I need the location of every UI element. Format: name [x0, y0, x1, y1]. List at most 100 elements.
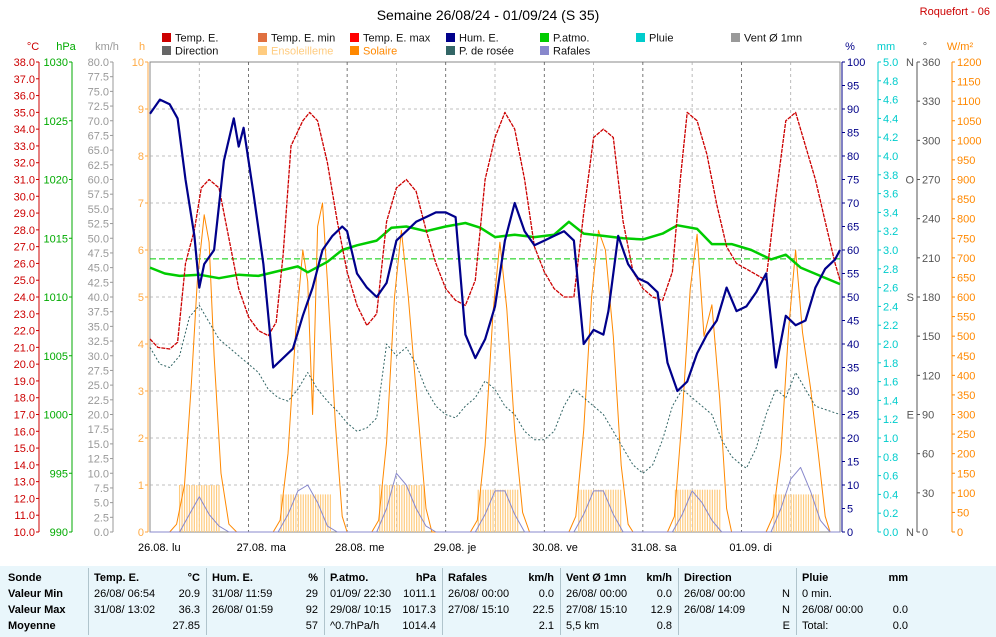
x-tick-date: 27.08.	[237, 542, 268, 554]
axis-tick-label: 270	[922, 175, 940, 187]
axis-tick-label: 19.0	[14, 376, 35, 388]
axis-tick-label: 450	[957, 351, 975, 363]
x-tick-day: di	[763, 542, 772, 554]
stats-value: 27.85	[172, 620, 200, 632]
axis-tick-label: 1.0	[883, 433, 898, 445]
axis-tick-label: 52.5	[88, 219, 109, 231]
x-tick-date: 01.09.	[729, 542, 760, 554]
axis-tick-label: 350	[957, 390, 975, 402]
axis-tick-label: 13.0	[14, 477, 35, 489]
legend-label: Hum. E.	[459, 33, 499, 45]
x-tick-date: 30.08.	[532, 542, 563, 554]
statistics-table: Sonde Valeur Min Valeur Max Moyenne Temp…	[0, 566, 996, 637]
legend-label: Temp. E. min	[271, 33, 335, 45]
series-temp-e	[149, 111, 841, 350]
axis-tick-label: 12.5	[88, 454, 109, 466]
axis-tick-label: 1020	[44, 175, 68, 187]
stats-timestamp: ^0.7hPa/h	[330, 620, 380, 632]
axis-tick-label: 330	[922, 96, 940, 108]
axis-unit-label: °C	[27, 41, 39, 53]
axis-tick-label: 650	[957, 272, 975, 284]
stats-unit: km/h	[646, 572, 672, 584]
axis-tick-label: 2.8	[883, 264, 898, 276]
axis-tick-label: 1	[138, 480, 144, 492]
axis-tick-label: 1150	[957, 77, 981, 89]
stats-timestamp: 31/08/ 13:02	[94, 604, 156, 616]
axis-tick-label: 25.0	[88, 380, 109, 392]
axis-tick-label: 20.0	[14, 359, 35, 371]
axis-tick-label: 50	[847, 292, 859, 304]
axis-tick-label: 1.4	[883, 395, 898, 407]
x-axis-labels: 26.08. lu 27.08. ma 28.08. me 29.08. je 30.08. ve…	[138, 542, 772, 554]
axis-unit-label: hPa	[56, 41, 76, 53]
axis-unit-label: mm	[877, 41, 895, 53]
axis-tick-label: 80.0	[88, 57, 109, 69]
axis-tick-label: 1000	[44, 410, 68, 422]
axis-tick-label: 3.8	[883, 170, 898, 182]
axis-tick-label: 30.0	[14, 191, 35, 203]
stats-row-label: Moyenne	[8, 620, 56, 632]
axis-tick-label: 38.0	[14, 57, 35, 69]
axis-tick-label: 57.5	[88, 189, 109, 201]
axis-tick-label: 10.0	[14, 527, 35, 539]
stats-column-sonde: Sonde Valeur Min Valeur Max Moyenne	[0, 566, 88, 637]
stats-header-sonde: Sonde	[8, 572, 42, 584]
chart-legend: Temp. E. Temp. E. min Temp. E. max Hum. E. P…	[162, 33, 802, 58]
legend-label: Ensoleilleme	[271, 46, 333, 58]
axis-unit-label: h	[139, 41, 145, 53]
axis-tick-label: 3.0	[883, 245, 898, 257]
axis-tick-label: 100	[847, 57, 865, 69]
stats-timestamp: 29/08/ 10:15	[330, 604, 392, 616]
stats-value: 20.9	[178, 588, 200, 600]
series-rafales	[150, 466, 840, 533]
axis-tick-label: 1.8	[883, 358, 898, 370]
axis-tick-label: 55	[847, 269, 859, 281]
axis-tick-label: 240	[922, 214, 940, 226]
legend-swatch	[258, 33, 267, 42]
axis-tick-label: 20	[847, 433, 859, 445]
axis-tick-label: 60	[847, 245, 859, 257]
axis-tick-label: 100	[957, 488, 975, 500]
stats-value: 29	[305, 588, 318, 600]
stats-timestamp: 5,5 km	[566, 620, 600, 632]
axis-tick-label: 10	[847, 480, 859, 492]
axis-tick-label: 32.0	[14, 158, 35, 170]
stats-column-gust: Rafales km/h 26/08/ 00:00 0.0 27/08/ 15:10 22…	[442, 566, 560, 637]
stats-timestamp: 31/08/ 11:59	[212, 588, 273, 600]
station-label: Roquefort - 06	[920, 6, 990, 18]
axis-tick-label: 90	[847, 104, 859, 116]
axis-tick-label: 67.5	[88, 130, 109, 142]
x-tick-day: lu	[172, 542, 181, 554]
stats-row-label: Valeur Max	[8, 604, 66, 616]
legend-swatch	[162, 33, 171, 42]
axis-tick-label: 5	[847, 504, 853, 516]
axis-tick-label: 75	[847, 175, 859, 187]
stats-value: N	[782, 588, 790, 600]
x-tick-day: sa	[665, 542, 678, 554]
axis-tick-label: 1030	[44, 57, 68, 69]
axis-tick-label: 0.0	[883, 527, 898, 539]
axis-tick-label: 0.0	[94, 527, 109, 539]
axis-tick-label: 65.0	[88, 145, 109, 157]
axis-tick-label: 45	[847, 316, 859, 328]
legend-label: P. de rosée	[459, 46, 514, 58]
stats-value: 22.5	[532, 604, 554, 616]
axis-tick-label: 27.0	[14, 242, 35, 254]
axis-tick-label: 95	[847, 81, 859, 93]
legend-label: Direction	[175, 46, 218, 58]
axis-tick-label: 70.0	[88, 116, 109, 128]
stats-value: 0.0	[892, 604, 908, 616]
stats-header: Pluie	[802, 572, 829, 584]
axis-cardinal-label: E	[907, 410, 914, 422]
stats-value: 0.0	[538, 588, 554, 600]
axis-tick-label: 3	[138, 386, 144, 398]
axis-tick-label: 42.5	[88, 277, 109, 289]
axis-tick-label: 550	[957, 312, 975, 324]
legend-swatch	[350, 46, 359, 55]
axis-tick-label: 12.0	[14, 493, 35, 505]
axis-tick-label: 150	[922, 331, 940, 343]
stats-header: Hum. E.	[212, 572, 253, 584]
axis-tick-label: 0.4	[883, 489, 898, 501]
axis-tick-label: 150	[957, 468, 975, 480]
axis-tick-label: 7.5	[94, 483, 109, 495]
